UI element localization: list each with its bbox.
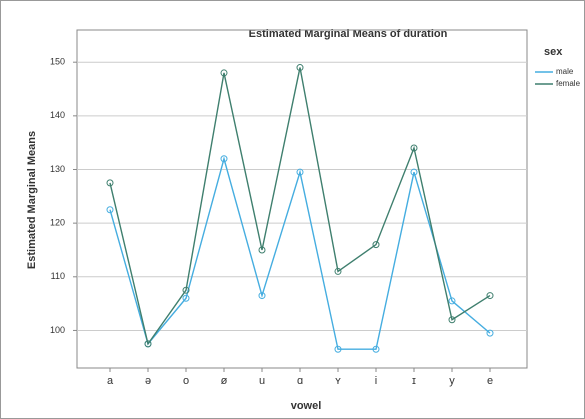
y-tick-label: 130: [50, 164, 65, 174]
x-tick-label: a: [107, 375, 114, 387]
data-point: [372, 241, 380, 249]
x-tick-label: ə: [145, 375, 151, 387]
data-point: [220, 69, 228, 77]
legend-label: female: [556, 79, 581, 88]
series-line: [109, 156, 491, 350]
data-point: [182, 294, 190, 302]
x-tick-label: o: [183, 375, 189, 387]
x-tick-label: e: [487, 375, 493, 387]
data-point: [220, 155, 228, 163]
chart-title: Estimated Marginal Means of duration: [249, 28, 448, 40]
data-point: [372, 345, 380, 353]
y-tick-label: 110: [51, 271, 65, 281]
legend-label: male: [556, 67, 574, 76]
y-tick-label: 100: [50, 325, 65, 335]
y-tick-label: 120: [50, 218, 65, 228]
x-tick-label: ɑ: [297, 375, 303, 387]
x-tick-label: ʏ: [335, 375, 341, 387]
data-point: [448, 297, 456, 305]
x-tick-label: y: [449, 375, 455, 387]
data-point: [296, 64, 304, 72]
data-point: [486, 292, 494, 300]
y-axis-label: Estimated Marginal Means: [26, 131, 38, 269]
data-point: [334, 345, 342, 353]
data-point: [258, 292, 266, 300]
data-point: [182, 286, 190, 294]
legend-title: sex: [544, 46, 563, 58]
data-point: [448, 316, 456, 324]
data-point: [410, 168, 418, 176]
data-point: [144, 340, 152, 348]
y-tick-label: 150: [50, 57, 65, 67]
data-point: [296, 168, 304, 176]
data-point: [410, 144, 418, 152]
x-axis-label: vowel: [291, 400, 322, 412]
series-line: [109, 67, 491, 346]
y-tick-label: 140: [50, 110, 65, 120]
data-point: [106, 179, 114, 187]
data-point: [258, 246, 266, 254]
data-point: [106, 206, 114, 214]
data-point: [486, 329, 494, 337]
x-tick-label: i: [375, 375, 377, 387]
x-tick-label: ɪ: [412, 375, 416, 387]
x-tick-label: ø: [221, 375, 228, 387]
data-point: [334, 267, 342, 275]
plot-area: [76, 29, 528, 369]
x-tick-label: u: [259, 375, 265, 387]
